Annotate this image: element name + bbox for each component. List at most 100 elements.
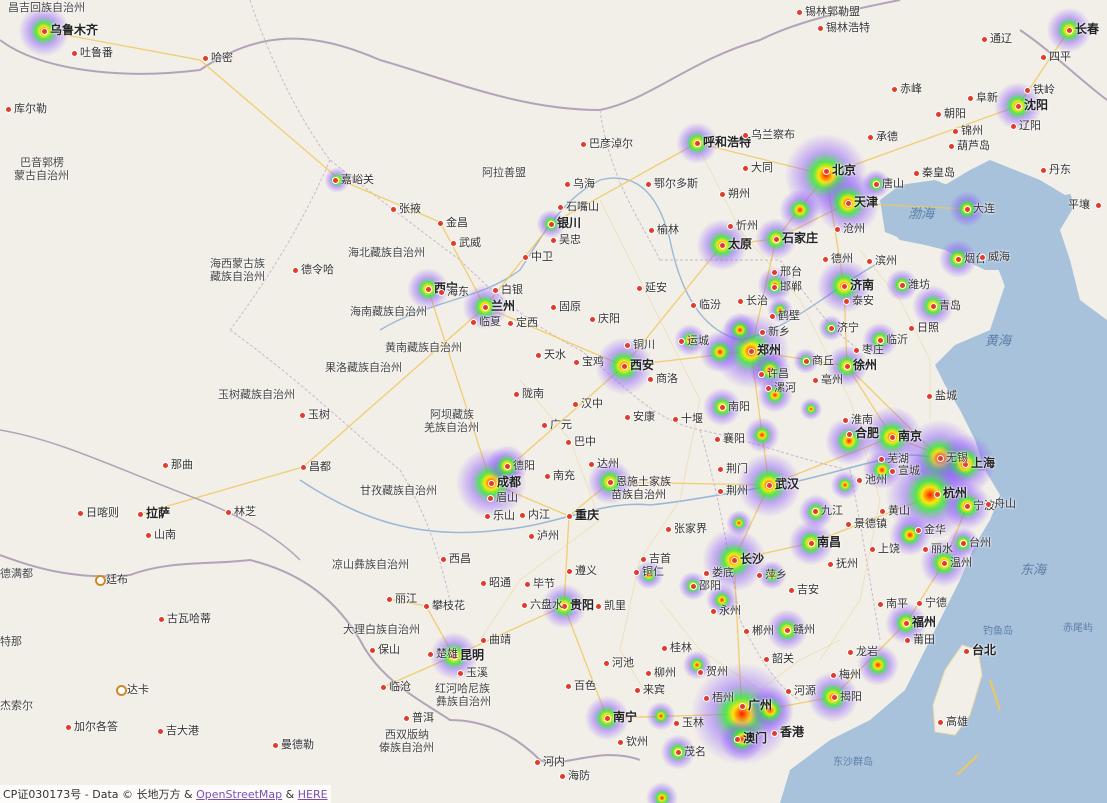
city-marker-icon[interactable] [812,377,819,384]
city-marker-icon[interactable] [380,684,387,691]
city-marker-icon[interactable] [541,422,548,429]
openstreetmap-link[interactable]: OpenStreetMap [196,788,283,801]
city-marker-icon[interactable] [773,236,780,243]
city-marker-icon[interactable] [842,417,849,424]
city-marker-icon[interactable] [369,647,376,654]
city-marker-icon[interactable] [425,286,432,293]
city-marker-icon[interactable] [964,503,971,510]
city-marker-icon[interactable] [41,28,48,35]
city-marker-icon[interactable] [756,572,763,579]
city-marker-icon[interactable] [719,404,726,411]
city-marker-icon[interactable] [645,181,652,188]
city-marker-icon[interactable] [604,715,611,722]
city-marker-icon[interactable] [548,221,555,228]
capital-marker-icon[interactable] [116,685,127,696]
city-marker-icon[interactable] [624,342,631,349]
city-marker-icon[interactable] [878,456,885,463]
city-marker-icon[interactable] [731,557,738,564]
city-marker-icon[interactable] [899,282,906,289]
city-marker-icon[interactable] [504,463,511,470]
capital-marker-icon[interactable] [95,575,106,586]
city-marker-icon[interactable] [877,337,884,344]
city-marker-icon[interactable] [550,304,557,311]
city-marker-icon[interactable] [891,86,898,93]
city-marker-icon[interactable] [457,670,464,677]
city-marker-icon[interactable] [595,603,602,610]
city-marker-icon[interactable] [889,468,896,475]
city-marker-icon[interactable] [564,181,571,188]
city-marker-icon[interactable] [734,736,741,743]
city-marker-icon[interactable] [714,436,721,443]
city-marker-icon[interactable] [879,508,886,515]
city-marker-icon[interactable] [299,412,306,419]
city-marker-icon[interactable] [1010,123,1017,130]
city-marker-icon[interactable] [771,269,778,276]
city-marker-icon[interactable] [559,773,566,780]
city-marker-icon[interactable] [937,719,944,726]
city-marker-icon[interactable] [607,479,614,486]
city-marker-icon[interactable] [437,220,444,227]
city-marker-icon[interactable] [941,560,948,567]
city-marker-icon[interactable] [935,111,942,118]
city-marker-icon[interactable] [727,223,734,230]
city-marker-icon[interactable] [717,488,724,495]
city-marker-icon[interactable] [866,258,873,265]
city-marker-icon[interactable] [930,303,937,310]
city-marker-icon[interactable] [796,9,803,16]
city-marker-icon[interactable] [648,227,655,234]
city-marker-icon[interactable] [690,583,697,590]
city-marker-icon[interactable] [636,285,643,292]
city-marker-icon[interactable] [544,473,551,480]
city-marker-icon[interactable] [739,703,746,710]
city-marker-icon[interactable] [157,728,164,735]
city-marker-icon[interactable] [672,416,679,423]
city-marker-icon[interactable] [844,363,851,370]
city-marker-icon[interactable] [427,651,434,658]
city-marker-icon[interactable] [617,739,624,746]
city-marker-icon[interactable] [808,540,815,547]
city-marker-icon[interactable] [845,200,852,207]
city-marker-icon[interactable] [300,464,307,471]
city-marker-icon[interactable] [748,348,755,355]
city-marker-icon[interactable] [737,298,744,305]
here-link[interactable]: HERE [297,788,328,801]
city-marker-icon[interactable] [841,283,848,290]
city-marker-icon[interactable] [633,569,640,576]
city-marker-icon[interactable] [438,289,445,296]
city-marker-icon[interactable] [719,191,726,198]
city-marker-icon[interactable] [785,688,792,695]
city-marker-icon[interactable] [831,694,838,701]
city-marker-icon[interactable] [1040,167,1047,174]
city-marker-icon[interactable] [769,313,776,320]
city-marker-icon[interactable] [803,358,810,365]
city-marker-icon[interactable] [1095,202,1102,209]
city-marker-icon[interactable] [572,401,579,408]
city-marker-icon[interactable] [480,637,487,644]
city-marker-icon[interactable] [694,140,701,147]
city-marker-icon[interactable] [482,304,489,311]
city-marker-icon[interactable] [916,600,923,607]
city-marker-icon[interactable] [137,511,144,518]
city-marker-icon[interactable] [451,653,458,660]
city-marker-icon[interactable] [1024,87,1031,94]
city-marker-icon[interactable] [158,616,165,623]
city-marker-icon[interactable] [507,320,514,327]
city-marker-icon[interactable] [964,206,971,213]
city-marker-icon[interactable] [534,759,541,766]
city-marker-icon[interactable] [843,298,850,305]
city-marker-icon[interactable] [934,491,941,498]
city-marker-icon[interactable] [513,391,520,398]
city-marker-icon[interactable] [480,580,487,587]
city-marker-icon[interactable] [1040,54,1047,61]
city-marker-icon[interactable] [967,95,974,102]
city-marker-icon[interactable] [470,319,477,326]
city-marker-icon[interactable] [524,581,531,588]
city-marker-icon[interactable] [867,134,874,141]
city-marker-icon[interactable] [621,363,628,370]
city-marker-icon[interactable] [624,414,631,421]
city-marker-icon[interactable] [903,620,910,627]
city-marker-icon[interactable] [719,242,726,249]
city-marker-icon[interactable] [647,376,654,383]
city-marker-icon[interactable] [742,165,749,172]
city-marker-icon[interactable] [922,546,929,553]
